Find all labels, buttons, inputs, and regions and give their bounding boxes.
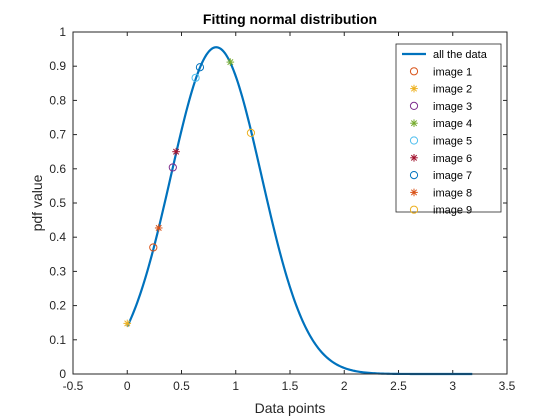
y-tick-label: 0.5 <box>49 196 66 210</box>
marker-stroke <box>410 189 418 196</box>
x-tick-label: 0 <box>124 379 131 393</box>
legend-label: image 5 <box>433 136 472 148</box>
data-point-image-2 <box>123 319 132 328</box>
legend-swatch-image-8 <box>410 188 418 197</box>
x-tick-label: 2 <box>341 379 348 393</box>
points-layer <box>123 58 256 328</box>
legend-label: image 9 <box>433 205 472 217</box>
data-point-image-1 <box>149 243 158 252</box>
x-tick-label: 2.5 <box>390 379 407 393</box>
x-tick-label: -0.5 <box>63 379 84 393</box>
x-tick-label: 1.5 <box>282 379 299 393</box>
legend-label: image 7 <box>433 170 472 182</box>
y-tick-label: 0.2 <box>49 299 66 313</box>
data-point-image-3 <box>168 163 177 172</box>
legend-label: image 4 <box>433 118 472 130</box>
data-point-image-4 <box>226 58 235 66</box>
marker-stroke <box>227 59 234 66</box>
data-point-image-9 <box>246 128 256 137</box>
legend-label: image 6 <box>433 153 472 165</box>
chart-title: Fitting normal distribution <box>203 11 377 27</box>
data-point-image-7 <box>195 63 205 72</box>
y-tick-label: 0.6 <box>49 162 66 176</box>
plot-frame <box>72 31 508 375</box>
legend-label: image 8 <box>433 187 472 199</box>
data-point-image-5 <box>191 73 200 82</box>
legend-label: image 1 <box>433 66 472 78</box>
legend-swatch-image-3 <box>409 101 419 111</box>
legend-items: all the data image 1 image 2 image 3 image 4… <box>402 49 488 217</box>
legend-label: all the data <box>433 49 488 61</box>
marker-stroke <box>410 154 418 161</box>
x-tick-label: 0.5 <box>173 379 190 393</box>
legend-swatch-image-6 <box>410 154 418 162</box>
legend-swatch-image-7 <box>409 171 419 180</box>
x-tick-label: 3 <box>449 379 456 393</box>
axis-ticks: -0.5 0 0.5 1 1.5 2 2.5 3 3.500.10.20.30.40.50.60… <box>49 25 515 393</box>
data-point-image-6 <box>172 147 180 156</box>
y-tick-label: 0.3 <box>49 264 66 278</box>
y-tick-label: 0.7 <box>49 128 66 142</box>
marker-stroke <box>410 85 418 92</box>
legend-swatch-image-4 <box>410 119 418 127</box>
legend-swatch-image-2 <box>410 84 418 93</box>
marker-stroke <box>155 224 162 232</box>
data-point-image-8 <box>154 224 163 232</box>
y-tick-label: 0.1 <box>49 333 66 347</box>
legend-swatch-image-9 <box>409 205 419 214</box>
y-tick-label: 0.9 <box>49 59 66 73</box>
x-axis-label: Data points <box>255 400 326 416</box>
legend-box <box>395 43 502 213</box>
marker-stroke <box>173 148 180 155</box>
x-tick-label: 1 <box>232 379 239 393</box>
y-axis-label: pdf value <box>29 174 45 231</box>
legend-swatch-image-1 <box>409 67 419 76</box>
y-tick-label: 0.4 <box>49 230 66 244</box>
marker-stroke <box>410 120 418 127</box>
marker-stroke <box>124 320 131 327</box>
y-tick-label: 1 <box>59 25 66 39</box>
y-tick-label: 0 <box>59 367 66 381</box>
legend-label: image 3 <box>433 101 472 113</box>
legend-label: image 2 <box>433 84 472 96</box>
x-tick-label: 3.5 <box>499 379 516 393</box>
legend-swatch-image-5 <box>409 136 419 145</box>
y-tick-label: 0.8 <box>49 93 66 107</box>
legend: all the data image 1 image 2 image 3 image 4… <box>395 43 502 217</box>
